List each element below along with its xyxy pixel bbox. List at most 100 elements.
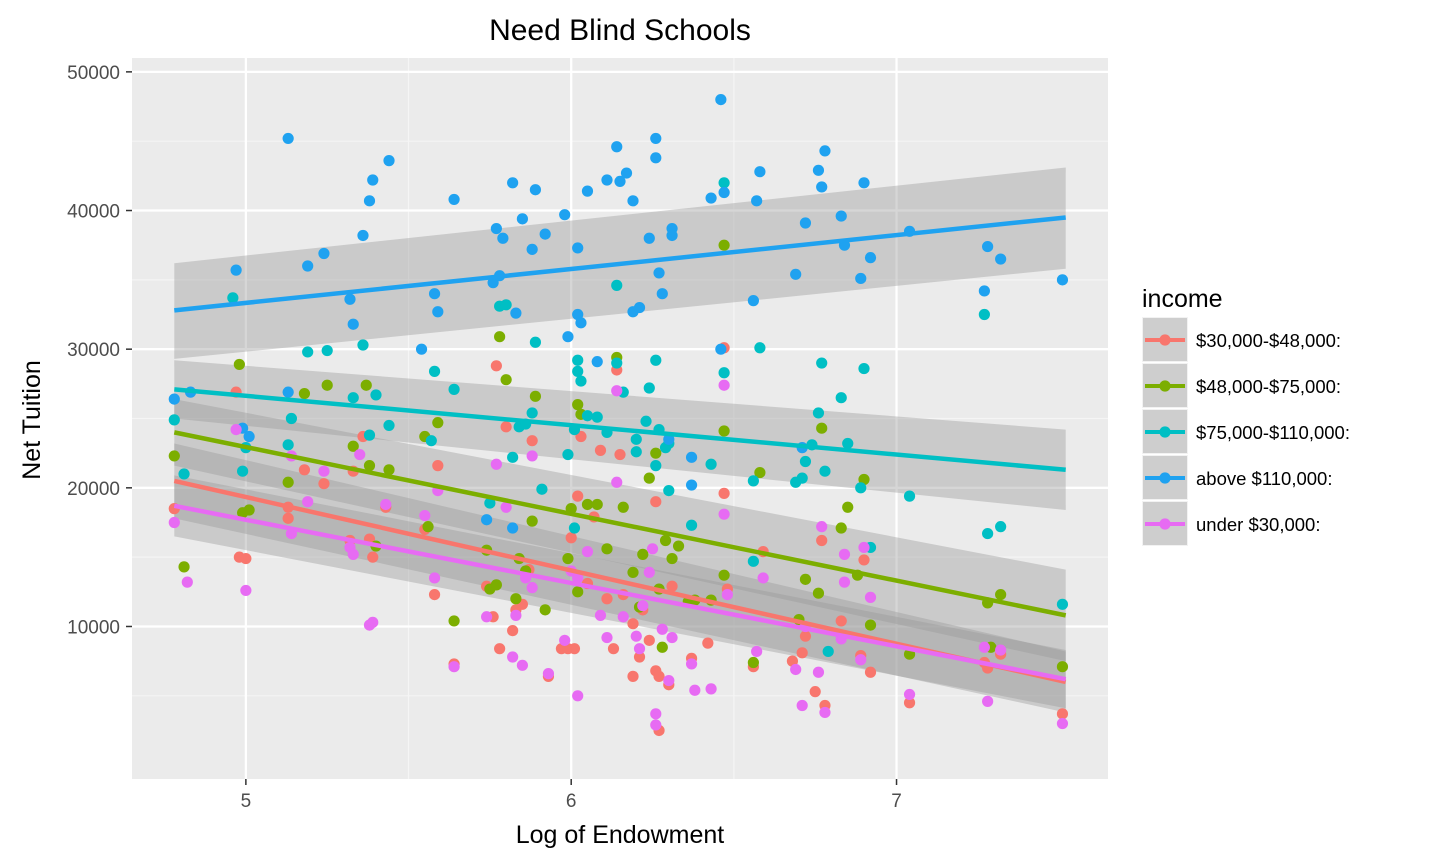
data-point bbox=[526, 435, 538, 447]
data-point bbox=[666, 229, 678, 242]
trend-line bbox=[174, 215, 1066, 313]
data-point bbox=[982, 240, 994, 253]
data-point bbox=[1056, 708, 1069, 720]
y-axis-ticks: 10000 20000 30000 40000 50000 bbox=[67, 63, 132, 638]
data-point bbox=[838, 576, 851, 588]
data-point bbox=[620, 167, 633, 179]
data-point bbox=[702, 637, 714, 649]
data-point bbox=[903, 490, 916, 502]
data-point bbox=[559, 634, 571, 646]
data-point bbox=[838, 548, 851, 560]
data-point bbox=[581, 410, 594, 422]
data-point bbox=[819, 706, 831, 719]
data-point bbox=[490, 360, 502, 372]
data-point bbox=[367, 174, 379, 186]
data-point bbox=[516, 659, 529, 671]
data-point bbox=[282, 386, 294, 398]
data-point bbox=[363, 460, 376, 472]
data-point bbox=[864, 591, 877, 603]
data-point bbox=[562, 552, 574, 565]
data-point bbox=[581, 546, 594, 558]
data-point bbox=[1056, 717, 1069, 730]
data-point bbox=[822, 645, 834, 658]
data-point bbox=[432, 417, 444, 429]
chart-title: Need Blind Schools bbox=[489, 14, 751, 47]
data-point bbox=[243, 504, 255, 516]
data-point bbox=[1056, 274, 1069, 286]
data-point bbox=[718, 425, 730, 437]
legend-item: $75,000-$110,000: bbox=[1142, 409, 1350, 454]
data-point bbox=[243, 430, 255, 443]
data-point bbox=[500, 374, 512, 386]
data-point bbox=[643, 382, 655, 394]
data-point bbox=[572, 690, 584, 702]
data-point bbox=[494, 331, 506, 343]
data-point bbox=[796, 647, 808, 659]
data-point bbox=[497, 232, 509, 244]
data-point bbox=[754, 166, 766, 178]
data-point bbox=[637, 548, 649, 560]
data-point bbox=[507, 651, 519, 663]
legend-key-point bbox=[1159, 380, 1171, 392]
data-point bbox=[302, 496, 314, 508]
data-point bbox=[685, 658, 698, 670]
data-point bbox=[575, 375, 587, 387]
data-point bbox=[650, 708, 662, 720]
data-point bbox=[240, 552, 252, 565]
data-point bbox=[643, 232, 655, 244]
data-point bbox=[500, 501, 512, 513]
data-point bbox=[321, 344, 333, 357]
data-point bbox=[227, 292, 239, 304]
data-point bbox=[240, 584, 252, 597]
data-point bbox=[819, 465, 831, 477]
data-point bbox=[448, 193, 460, 206]
data-point bbox=[282, 512, 294, 524]
y-tick-label: 50000 bbox=[67, 63, 120, 84]
y-tick-label: 20000 bbox=[67, 479, 120, 500]
data-point bbox=[601, 593, 613, 605]
data-point bbox=[422, 521, 434, 533]
data-point bbox=[640, 415, 652, 427]
data-point bbox=[643, 634, 655, 646]
data-point bbox=[601, 543, 613, 555]
legend-item: under $30,000: bbox=[1142, 501, 1320, 546]
data-point bbox=[718, 186, 730, 199]
data-point bbox=[650, 460, 662, 472]
data-point bbox=[799, 455, 812, 468]
data-point bbox=[799, 630, 812, 642]
data-point bbox=[864, 666, 877, 678]
data-point bbox=[751, 195, 763, 207]
data-point bbox=[689, 684, 701, 696]
data-point bbox=[627, 566, 639, 579]
data-point bbox=[363, 429, 376, 441]
data-point bbox=[617, 501, 629, 513]
data-point bbox=[718, 487, 730, 499]
data-point bbox=[507, 522, 519, 534]
data-point bbox=[858, 177, 870, 189]
data-point bbox=[594, 609, 607, 621]
data-point bbox=[715, 93, 727, 106]
data-point bbox=[302, 260, 314, 272]
data-point bbox=[611, 141, 623, 153]
data-point bbox=[581, 498, 594, 511]
data-point bbox=[650, 152, 662, 164]
data-point bbox=[568, 522, 581, 534]
data-point bbox=[510, 307, 522, 319]
data-point bbox=[637, 600, 649, 612]
data-point bbox=[178, 561, 190, 573]
legend-label: $30,000-$48,000: bbox=[1196, 330, 1341, 351]
data-point bbox=[864, 252, 877, 264]
data-point bbox=[718, 569, 730, 581]
data-point bbox=[995, 588, 1007, 601]
data-point bbox=[754, 466, 766, 479]
data-point bbox=[572, 399, 584, 411]
data-point bbox=[858, 554, 870, 566]
data-point bbox=[633, 651, 646, 663]
data-point bbox=[630, 630, 642, 642]
x-tick-label: 5 bbox=[241, 791, 252, 812]
data-point bbox=[572, 572, 584, 584]
data-point bbox=[542, 668, 555, 680]
data-point bbox=[611, 385, 623, 397]
data-point bbox=[858, 362, 870, 375]
confidence-band bbox=[174, 360, 1066, 511]
